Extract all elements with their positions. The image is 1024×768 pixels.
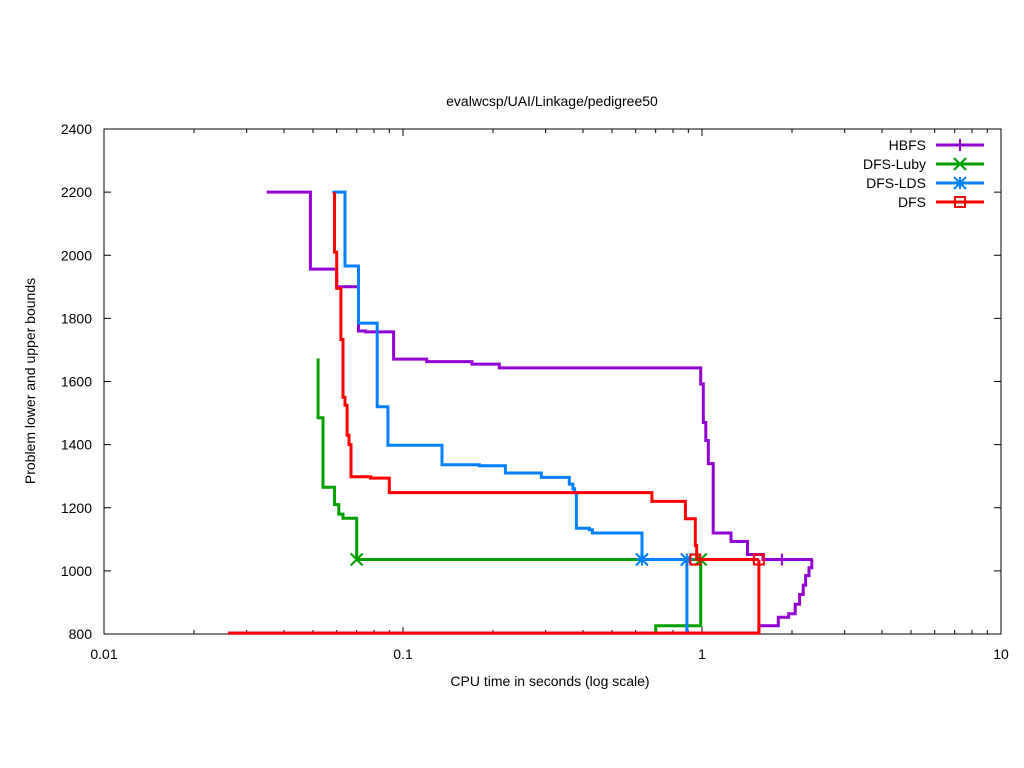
plot-series [228,190,814,635]
y-tick-label: 1000 [61,563,92,579]
x-tick-label: 10 [993,646,1009,662]
x-tick-label: 1 [698,646,706,662]
x-tick-label: 0.1 [393,646,413,662]
series-hbfs-upper-bound-line [266,190,813,561]
y-tick-label: 2400 [61,121,92,137]
y-tick-label: 1800 [61,310,92,326]
legend-label: DFS [898,194,926,210]
x-tick-label: 0.01 [90,646,117,662]
legend: HBFS DFS-Luby DFS-LDS DFS [863,137,984,210]
series-dfs-luby-point [349,552,364,567]
legend-label: HBFS [889,137,926,153]
legend-label: DFS-Luby [863,156,926,172]
y-tick-label: 2200 [61,184,92,200]
y-tick-label: 2000 [61,247,92,263]
legend-marker [954,139,966,151]
series-dfs-lower-bound-line [228,559,761,635]
series-dfs-lds-point [635,552,649,567]
series-dfs-upper-bound-line [333,192,759,561]
x-axis-label: CPU time in seconds (log scale) [450,673,649,689]
series-dfs-luby-lower-bound-line [654,559,703,634]
series-dfs-luby-upper-bound-line [316,358,701,561]
series-hbfs-point [775,553,788,566]
legend-marker [954,196,966,208]
legend-marker [953,176,967,190]
legend-item-dfs-lds: DFS-LDS [866,175,984,191]
y-tick-label: 1400 [61,437,92,453]
series-hbfs-lower-bound-line [228,559,814,635]
legend-item-hbfs: HBFS [889,137,984,153]
y-tick-label: 1600 [61,374,92,390]
legend-label: DFS-LDS [866,175,926,191]
chart-title: evalwcsp/UAI/Linkage/pedigree50 [446,93,658,109]
series-dfs-lds-upper-bound-line [332,190,687,561]
legend-marker [953,157,967,171]
legend-item-dfs: DFS [898,194,984,210]
series-dfs-point [689,553,702,566]
y-tick-label: 1200 [61,500,92,516]
legend-item-dfs-luby: DFS-Luby [863,156,984,172]
y-axis-label: Problem lower and upper bounds [22,278,38,484]
x-axis: 0.01 0.1 1 10 [90,129,1009,662]
series-dfs-point [752,553,765,566]
y-axis: 800 1000 1200 1400 1600 1800 2000 2200 2400 [61,121,1001,642]
y-tick-label: 800 [69,626,93,642]
